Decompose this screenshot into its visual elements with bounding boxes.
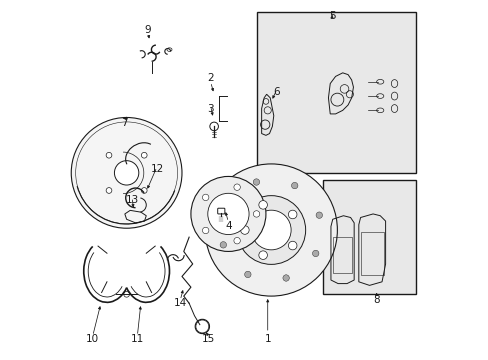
Text: 7: 7 — [122, 118, 128, 128]
Circle shape — [141, 188, 147, 193]
Text: 12: 12 — [150, 164, 163, 174]
Circle shape — [220, 242, 226, 248]
Bar — [257, 12, 415, 173]
Circle shape — [205, 164, 337, 296]
Circle shape — [283, 275, 289, 281]
Circle shape — [288, 241, 296, 250]
Text: 11: 11 — [130, 334, 143, 344]
Text: 1: 1 — [264, 334, 270, 344]
Circle shape — [223, 203, 230, 210]
Circle shape — [202, 194, 208, 201]
Text: 2: 2 — [207, 73, 213, 83]
Text: 4: 4 — [224, 221, 231, 231]
Circle shape — [253, 179, 259, 185]
Circle shape — [106, 188, 112, 193]
Circle shape — [233, 238, 240, 244]
Circle shape — [106, 152, 112, 158]
Circle shape — [253, 211, 259, 217]
Circle shape — [240, 226, 248, 234]
Circle shape — [202, 227, 208, 234]
Bar — [360, 232, 383, 275]
Text: 13: 13 — [125, 195, 138, 204]
Circle shape — [312, 250, 318, 257]
Circle shape — [315, 212, 322, 219]
Circle shape — [244, 271, 250, 278]
Circle shape — [141, 152, 147, 158]
Circle shape — [237, 195, 305, 264]
Text: 14: 14 — [173, 298, 186, 308]
Text: 6: 6 — [273, 87, 280, 98]
Circle shape — [291, 183, 297, 189]
Circle shape — [251, 210, 290, 250]
Bar — [332, 237, 352, 273]
Text: 9: 9 — [144, 25, 151, 35]
Text: 5: 5 — [328, 11, 335, 21]
Circle shape — [233, 184, 240, 190]
Circle shape — [258, 251, 267, 260]
Circle shape — [258, 201, 267, 209]
Circle shape — [71, 117, 182, 228]
Circle shape — [207, 193, 248, 235]
Text: 15: 15 — [202, 334, 215, 344]
Text: 10: 10 — [86, 334, 99, 344]
Text: 8: 8 — [373, 295, 379, 305]
Circle shape — [190, 176, 265, 251]
Bar — [323, 180, 415, 294]
Text: 3: 3 — [207, 104, 213, 113]
Circle shape — [288, 210, 296, 219]
Circle shape — [114, 161, 139, 185]
